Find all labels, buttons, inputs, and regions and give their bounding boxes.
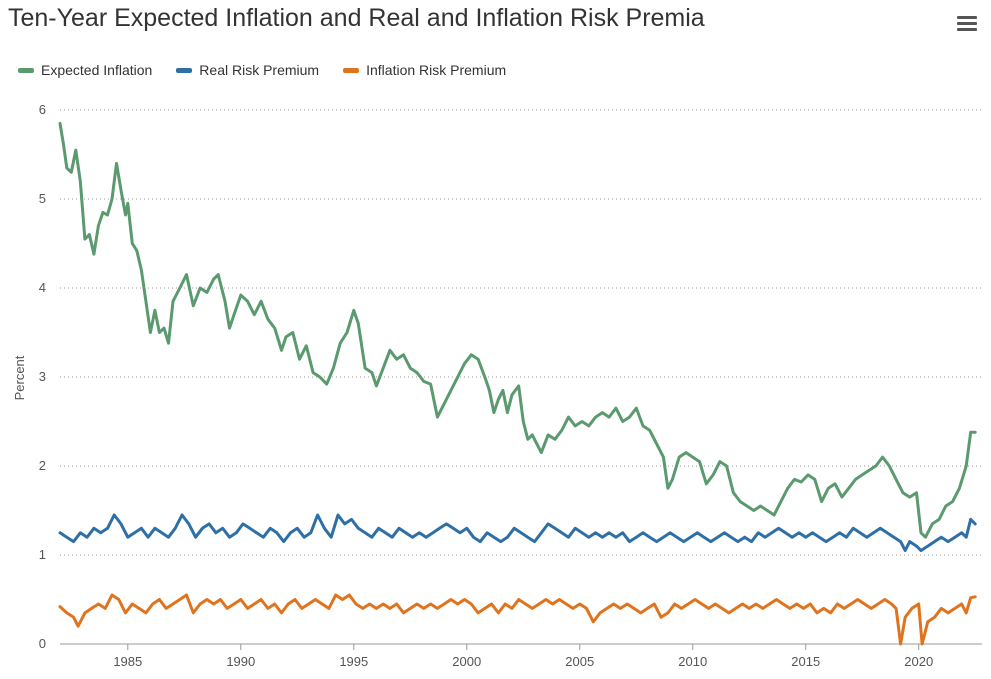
x-tick-label: 1990	[226, 654, 255, 669]
inflation-risk-premium-line[interactable]	[58, 593, 977, 646]
y-axis: 0 1 2 3 4 5 6	[39, 102, 46, 651]
y-axis-label: Percent	[12, 355, 27, 400]
y-tick-label: 0	[39, 636, 46, 651]
x-tick-label: 2020	[904, 654, 933, 669]
expected-inflation-line[interactable]	[58, 121, 977, 539]
legend-swatch-real-risk-premium	[176, 67, 193, 73]
y-tick-label: 1	[39, 547, 46, 562]
real-risk-premium-line[interactable]	[58, 513, 977, 552]
x-tick-label: 2000	[452, 654, 481, 669]
x-tick-label: 2015	[791, 654, 820, 669]
x-tick-label: 2005	[565, 654, 594, 669]
y-tick-label: 5	[39, 191, 46, 206]
hamburger-menu-icon[interactable]	[952, 10, 980, 36]
legend-item-real-risk-premium[interactable]: Real Risk Premium	[176, 62, 319, 78]
chart-title: Ten-Year Expected Inflation and Real and…	[8, 4, 705, 32]
x-tick-label: 2010	[678, 654, 707, 669]
x-tick-label: 1985	[113, 654, 142, 669]
legend-label-real-risk-premium: Real Risk Premium	[199, 62, 320, 78]
legend-swatch-inflation-risk-premium	[343, 67, 360, 73]
legend-item-inflation-risk-premium[interactable]: Inflation Risk Premium	[343, 62, 506, 78]
legend-label-expected-inflation: Expected Inflation	[41, 62, 153, 78]
series-lines	[58, 121, 977, 646]
legend-label-inflation-risk-premium: Inflation Risk Premium	[366, 62, 507, 78]
y-tick-label: 2	[39, 458, 46, 473]
x-axis: 1985 1990 1995 2000 2005 2010 2015 2020	[113, 644, 933, 669]
y-tick-label: 6	[39, 102, 46, 117]
legend-swatch-expected-inflation	[18, 67, 34, 73]
y-tick-label: 3	[39, 369, 46, 384]
legend: Expected Inflation Real Risk Premium Inf…	[18, 59, 530, 81]
y-tick-label: 4	[39, 280, 46, 295]
gridlines	[60, 109, 982, 645]
legend-item-expected-inflation[interactable]: Expected Inflation	[18, 62, 152, 78]
x-tick-label: 1995	[339, 654, 368, 669]
